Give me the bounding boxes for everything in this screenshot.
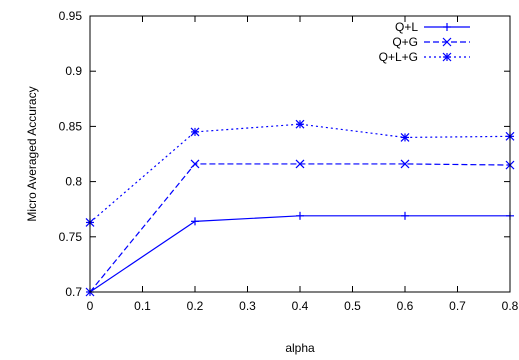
legend-label: Q+L <box>395 20 418 34</box>
legend-marker <box>443 23 451 31</box>
data-point <box>400 133 410 142</box>
y-tick-label: 0.7 <box>65 285 82 299</box>
legend-label: Q+G <box>392 35 418 49</box>
data-point <box>295 119 305 129</box>
y-tick-label: 0.75 <box>59 230 83 244</box>
x-tick-label: 0 <box>87 299 94 313</box>
axis-ticks: 0 0.1 0.2 0.3 0.4 0.5 0.6 0.7 0.8 0.7 0.75 0.8 0.85 0… <box>59 9 519 313</box>
y-tick-label: 0.85 <box>59 119 83 133</box>
x-tick-label: 0.2 <box>187 299 204 313</box>
data-point <box>191 217 199 226</box>
x-tick-label: 0.6 <box>397 299 414 313</box>
series-line-3 <box>89 123 511 223</box>
y-tick-label: 0.9 <box>65 64 82 78</box>
data-point <box>401 211 409 220</box>
series-line-1 <box>89 215 510 293</box>
data-point <box>190 127 200 137</box>
y-tick-label: 0.95 <box>59 9 83 23</box>
chart-marks <box>85 119 515 297</box>
x-tick-label: 0.4 <box>292 299 309 313</box>
y-tick-label: 0.8 <box>65 175 82 189</box>
x-tick-label: 0.7 <box>449 299 466 313</box>
x-tick-label: 0.1 <box>134 299 151 313</box>
x-tick-label: 0.8 <box>502 299 519 313</box>
legend: Q+LQ+GQ+L+G <box>379 20 470 64</box>
legend-marker <box>442 52 452 62</box>
series-line-2 <box>89 163 511 293</box>
legend-marker <box>442 37 452 47</box>
data-point <box>295 159 305 169</box>
x-tick-label: 0.5 <box>344 299 361 313</box>
data-point <box>296 211 304 220</box>
data-point <box>190 159 200 169</box>
legend-label: Q+L+G <box>379 50 418 64</box>
data-point <box>400 159 410 169</box>
x-axis-label: alpha <box>285 341 315 355</box>
x-tick-label: 0.3 <box>239 299 256 313</box>
y-axis-label: Micro Averaged Accuracy <box>25 86 39 221</box>
